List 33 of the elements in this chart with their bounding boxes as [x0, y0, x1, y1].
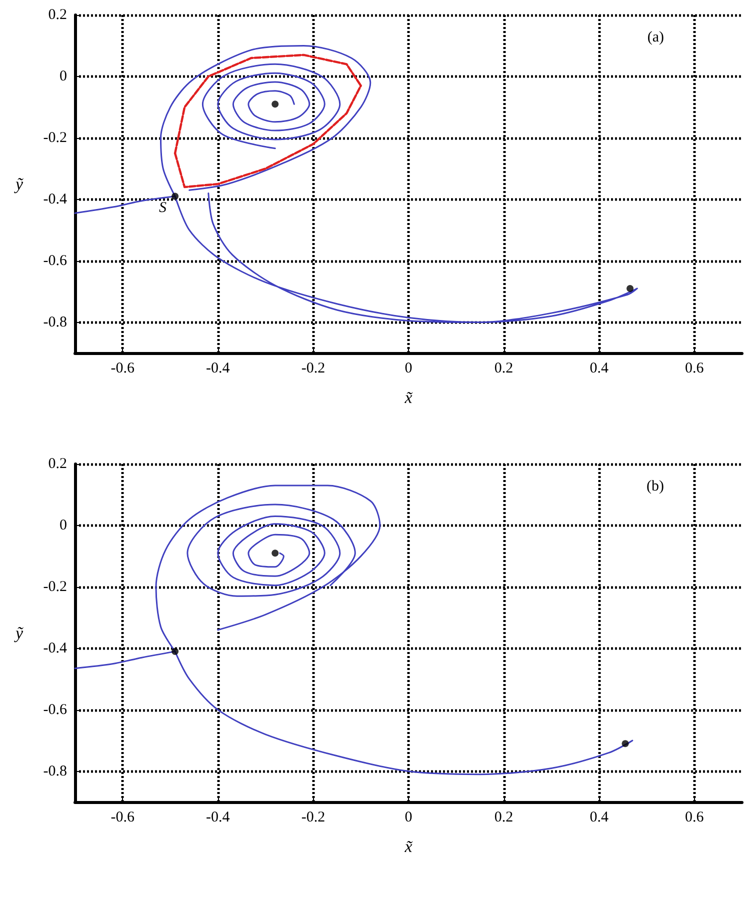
x-tick-label: 0	[404, 360, 412, 376]
y-tick-label: 0	[60, 68, 67, 84]
x-axis-title: x̃	[404, 837, 413, 856]
y-axis-title: ỹ	[13, 624, 24, 642]
x-tick-label: -0.4	[206, 360, 230, 376]
x-tick-label: -0.4	[206, 810, 230, 826]
y-tick-label: -0.6	[43, 252, 68, 269]
y-tick-label: -0.4	[43, 640, 68, 656]
y-tick-label: -0.6	[43, 702, 68, 718]
annotation: (a)	[647, 30, 664, 46]
y-tick-label: 0.2	[48, 7, 67, 23]
y-tick-label: 0	[60, 517, 67, 534]
x-tick-label: 0.6	[684, 810, 704, 826]
x-tick-label: 0.4	[590, 810, 609, 826]
y-tick-label: 0.2	[48, 456, 67, 472]
x-tick-label: -0.6	[110, 810, 136, 826]
x-tick-label: -0.2	[301, 360, 326, 376]
y-tick-label: -0.2	[43, 578, 67, 595]
x-tick-label: 0.2	[494, 810, 514, 826]
x-tick-label: 0.4	[590, 360, 609, 376]
x-tick-label: 0.2	[494, 360, 514, 376]
annotation: S	[159, 200, 168, 216]
y-tick-label: -0.2	[43, 130, 67, 146]
y-tick-label: -0.8	[43, 763, 67, 780]
x-tick-label: 0	[404, 810, 412, 826]
y-tick-label: -0.8	[43, 314, 67, 330]
y-axis-title: ỹ	[13, 174, 24, 194]
x-axis-title: x̃	[404, 388, 413, 407]
annotation: (b)	[646, 478, 664, 494]
x-tick-label: -0.6	[110, 360, 136, 376]
x-tick-label: -0.2	[301, 810, 326, 826]
y-tick-label: -0.4	[43, 191, 68, 208]
x-tick-label: 0.6	[684, 360, 704, 376]
